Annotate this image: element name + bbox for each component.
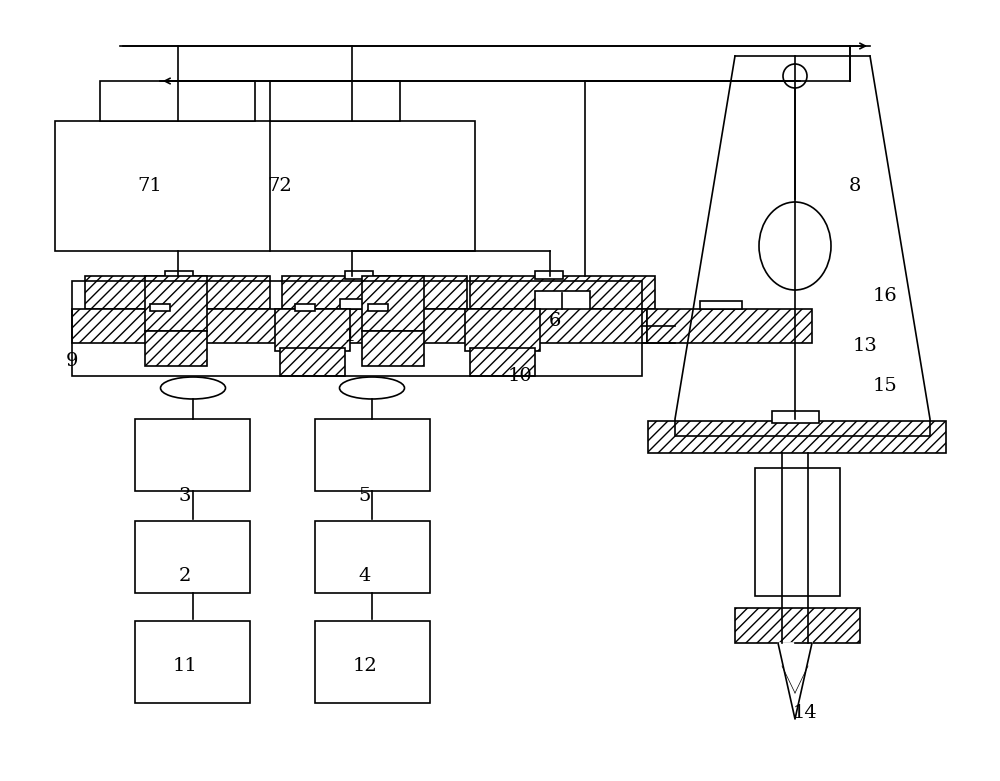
Bar <box>145 276 207 331</box>
Text: 9: 9 <box>66 352 78 370</box>
Text: 16: 16 <box>873 287 897 305</box>
Polygon shape <box>778 643 812 719</box>
Bar <box>470 348 535 376</box>
Bar <box>755 468 840 596</box>
Bar <box>345 271 373 279</box>
Bar <box>465 309 540 351</box>
Ellipse shape <box>160 377 226 399</box>
Bar <box>282 276 467 309</box>
Bar <box>275 309 350 351</box>
Text: 8: 8 <box>849 177 861 195</box>
Bar <box>72 281 642 376</box>
Text: 71: 71 <box>138 177 162 195</box>
Ellipse shape <box>759 202 831 290</box>
Bar <box>135 419 250 491</box>
Bar <box>470 276 655 309</box>
Bar <box>160 299 202 309</box>
Text: 15: 15 <box>873 377 897 395</box>
Text: 6: 6 <box>549 312 561 330</box>
Bar <box>772 411 819 423</box>
Text: 12: 12 <box>353 657 377 675</box>
Text: 5: 5 <box>359 487 371 505</box>
Bar <box>315 521 430 593</box>
Text: 13: 13 <box>853 337 877 355</box>
Bar <box>315 419 430 491</box>
Bar <box>362 331 424 366</box>
Bar <box>362 276 424 331</box>
Bar <box>535 271 563 279</box>
Bar <box>55 121 475 251</box>
Text: 3: 3 <box>179 487 191 505</box>
Bar <box>145 331 207 366</box>
Text: 4: 4 <box>359 567 371 585</box>
Text: 10: 10 <box>508 367 532 385</box>
Ellipse shape <box>340 377 404 399</box>
Bar <box>270 81 400 121</box>
Text: 14: 14 <box>793 704 817 722</box>
Text: 11: 11 <box>173 657 197 675</box>
Bar <box>315 621 430 703</box>
Bar <box>165 271 193 279</box>
Bar <box>100 81 255 121</box>
Text: 1: 1 <box>344 327 356 345</box>
Bar <box>368 304 388 311</box>
Bar <box>647 309 812 343</box>
Text: 72: 72 <box>268 177 292 195</box>
Bar <box>535 291 590 336</box>
Bar <box>135 521 250 593</box>
Bar <box>700 301 742 309</box>
Bar <box>150 304 170 311</box>
Bar <box>72 309 647 343</box>
Bar <box>280 348 345 376</box>
Bar <box>735 608 860 643</box>
Bar <box>295 304 315 311</box>
Bar <box>340 299 382 309</box>
Bar <box>85 276 270 309</box>
Bar <box>135 621 250 703</box>
Text: 2: 2 <box>179 567 191 585</box>
Bar <box>648 421 946 453</box>
